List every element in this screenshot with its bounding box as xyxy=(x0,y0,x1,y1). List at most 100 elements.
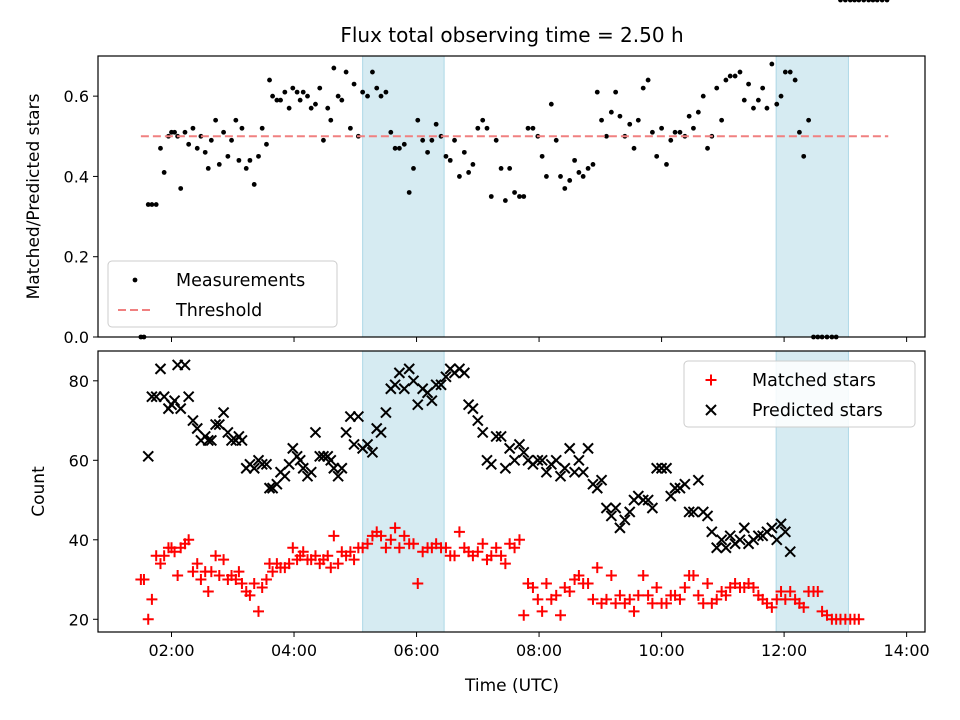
data-point xyxy=(610,597,622,609)
data-point xyxy=(631,145,637,151)
data-point xyxy=(679,478,691,490)
data-point xyxy=(300,89,306,95)
legend-swatch xyxy=(705,404,717,416)
data-point xyxy=(752,530,765,542)
data-point xyxy=(248,462,260,474)
data-point xyxy=(407,375,420,387)
data-point xyxy=(554,470,567,482)
data-point xyxy=(429,137,435,143)
data-point xyxy=(440,542,452,554)
data-point xyxy=(411,166,416,171)
data-point xyxy=(677,129,683,135)
data-point xyxy=(213,570,225,582)
data-point xyxy=(866,0,872,3)
data-point xyxy=(646,502,659,514)
data-point xyxy=(205,566,217,578)
data-point xyxy=(472,414,484,427)
series-matched-stars xyxy=(135,522,865,625)
data-point xyxy=(286,105,292,111)
x-tick-label: 14:00 xyxy=(884,641,930,660)
data-point xyxy=(617,113,623,119)
data-point xyxy=(236,434,248,447)
data-point xyxy=(702,578,714,590)
data-point xyxy=(499,558,511,570)
data-point xyxy=(600,593,612,605)
data-point xyxy=(393,542,405,554)
data-point xyxy=(513,438,526,451)
data-point xyxy=(651,581,663,593)
data-point xyxy=(297,97,303,103)
data-point xyxy=(351,81,357,87)
data-point xyxy=(472,546,484,558)
data-point xyxy=(398,530,410,542)
highlight-band-0 xyxy=(362,350,445,633)
data-point xyxy=(425,149,430,155)
data-point xyxy=(687,506,700,518)
data-point xyxy=(760,85,766,91)
data-point xyxy=(169,546,181,558)
data-point xyxy=(734,534,746,546)
data-point xyxy=(502,198,508,203)
data-point xyxy=(632,589,644,601)
data-point xyxy=(202,434,214,447)
data-point xyxy=(847,0,853,3)
data-point xyxy=(161,170,167,175)
data-point xyxy=(158,550,170,562)
data-point xyxy=(430,379,442,391)
data-point xyxy=(495,430,507,443)
data-point xyxy=(536,454,548,467)
data-point xyxy=(724,530,736,542)
data-point xyxy=(449,550,461,562)
data-point xyxy=(727,73,733,79)
data-point xyxy=(210,550,222,562)
data-point xyxy=(784,585,796,597)
data-point xyxy=(186,141,192,147)
legend: Measurements Threshold xyxy=(107,260,338,328)
data-point xyxy=(660,462,673,474)
data-point xyxy=(779,593,791,605)
data-point xyxy=(172,570,184,582)
data-point xyxy=(665,490,677,502)
data-point xyxy=(344,546,356,558)
data-point xyxy=(392,145,398,151)
data-point xyxy=(256,153,261,159)
data-point xyxy=(190,125,196,131)
x-tick-label: 04:00 xyxy=(271,641,317,660)
data-point xyxy=(585,166,591,171)
data-point xyxy=(613,89,619,95)
data-point xyxy=(517,194,522,199)
data-point xyxy=(194,145,200,151)
data-point xyxy=(347,125,353,131)
data-point xyxy=(217,406,230,419)
data-point xyxy=(701,510,714,522)
data-point xyxy=(477,426,489,439)
data-point xyxy=(213,117,219,123)
data-point xyxy=(797,129,802,135)
legend-entry-label: Predicted stars xyxy=(752,401,883,421)
data-point xyxy=(527,581,539,593)
data-point xyxy=(737,69,743,75)
legend: Matched stars Predicted stars xyxy=(683,360,916,428)
data-point xyxy=(309,426,322,439)
legend-entry-label: Matched stars xyxy=(752,371,876,391)
data-point xyxy=(305,93,310,99)
data-point xyxy=(447,157,453,163)
data-point xyxy=(407,538,419,550)
series-measurements xyxy=(138,0,890,340)
chart-title: Flux total observing time = 2.50 h xyxy=(340,23,683,47)
data-point xyxy=(548,101,554,107)
data-point xyxy=(154,558,166,570)
data-point xyxy=(263,482,276,494)
data-point xyxy=(655,462,668,474)
data-point xyxy=(236,157,242,163)
data-point xyxy=(208,137,214,143)
data-point xyxy=(884,0,890,3)
data-point xyxy=(604,133,609,139)
data-point xyxy=(614,589,626,601)
data-point xyxy=(485,550,497,562)
data-point xyxy=(764,105,770,111)
data-point xyxy=(325,454,337,467)
data-point xyxy=(225,153,231,159)
data-point xyxy=(458,367,471,379)
series-predicted-stars xyxy=(143,360,796,558)
